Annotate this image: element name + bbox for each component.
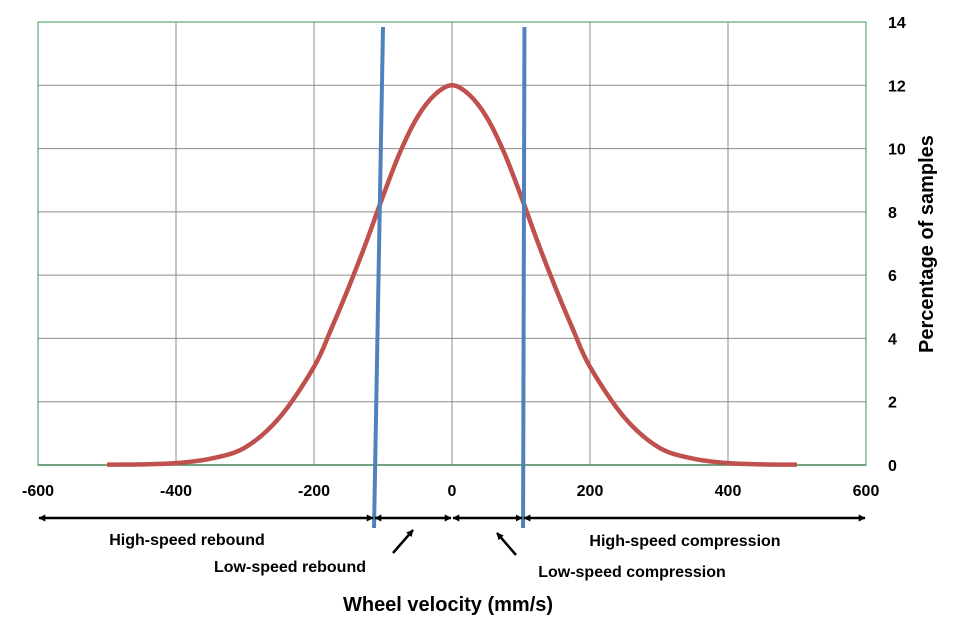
x-tick-label-5: 400 [715,483,742,500]
y-tick-label-1: 2 [888,395,897,412]
y-tick-label-3: 6 [888,268,897,285]
x-tick-label-2: -200 [298,483,330,500]
x-tick-label-4: 200 [577,483,604,500]
threshold-lines [372,26,527,529]
y-tick-label-2: 4 [888,331,897,348]
x-tick-label-1: -400 [160,483,192,500]
threshold-line-1 [521,26,527,529]
gridlines [38,22,866,466]
plot-area-border [37,21,867,466]
region-label-0: High-speed rebound [109,532,265,549]
region-label-3: High-speed compression [589,533,780,550]
pointer-arrow-low-compression [496,532,517,556]
x-tick-label-3: 0 [448,483,457,500]
series-layer [106,83,798,467]
threshold-line-0 [372,26,385,529]
x-axis-title: Wheel velocity (mm/s) [343,594,553,616]
y-tick-label-5: 10 [888,142,906,159]
y-tick-label-0: 0 [888,458,897,475]
pointer-arrow-low-rebound [392,529,414,554]
series-line-0 [106,83,798,467]
x-tick-label-0: -600 [22,483,54,500]
region-annotations: High-speed rebound Low-speed rebound Low-s… [38,514,866,581]
region-label-2: Low-speed compression [538,564,726,581]
x-tick-labels: -600 -400 -200 0 200 400 600 [22,483,879,500]
y-tick-label-7: 14 [888,15,906,32]
y-tick-labels: 0 2 4 6 8 10 12 14 [888,15,906,475]
region-label-1: Low-speed rebound [214,559,366,576]
y-tick-label-6: 12 [888,78,906,95]
y-tick-label-4: 8 [888,205,897,222]
y-axis-title: Percentage of samples [916,135,938,353]
x-tick-label-6: 600 [853,483,880,500]
